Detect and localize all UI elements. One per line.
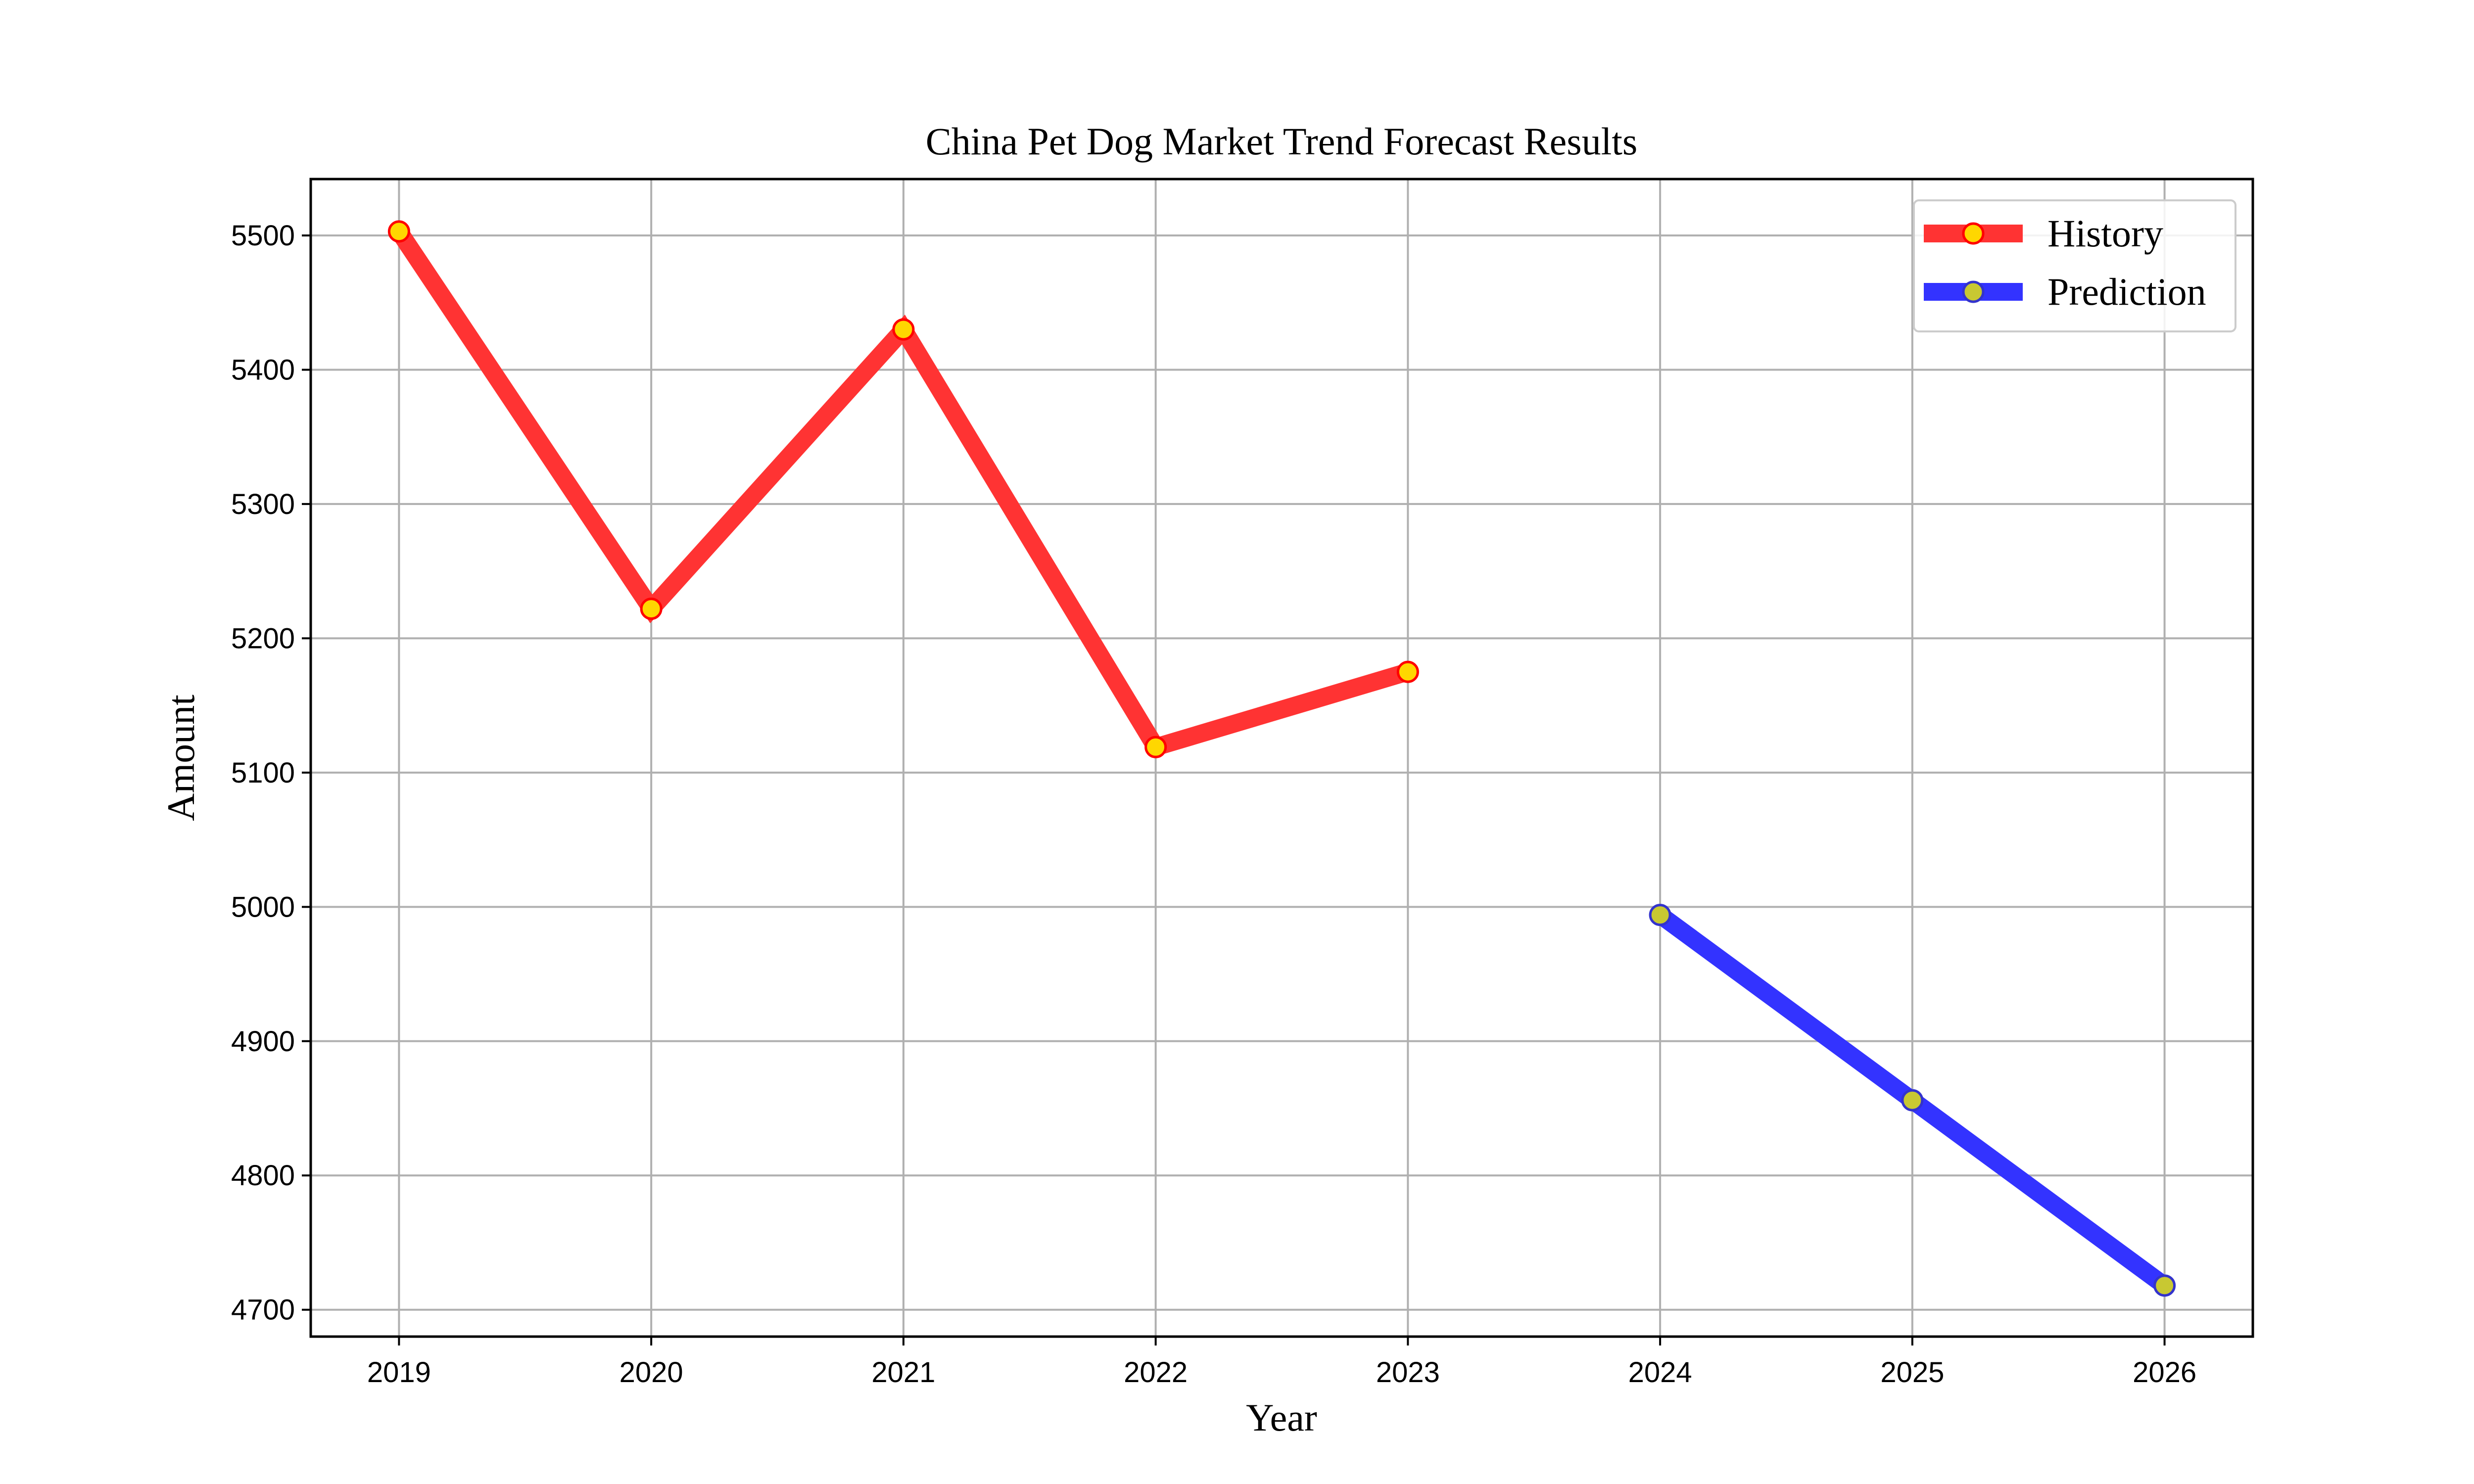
data-point-history xyxy=(892,318,915,341)
data-point-history xyxy=(640,598,663,620)
data-point-history xyxy=(1396,660,1419,683)
y-tick-label: 5100 xyxy=(231,757,295,789)
chart-title: China Pet Dog Market Trend Forecast Resu… xyxy=(926,120,1638,163)
series-prediction xyxy=(1649,904,2176,1297)
x-tick-label: 2024 xyxy=(1628,1356,1692,1389)
gridlines xyxy=(311,179,2253,1337)
data-point-history xyxy=(1144,736,1167,758)
data-point-prediction xyxy=(1649,904,1671,927)
legend: History Prediction xyxy=(1913,199,2236,332)
y-tick-label: 5300 xyxy=(231,488,295,520)
x-axis-label: Year xyxy=(1246,1396,1317,1439)
x-tick-label: 2023 xyxy=(1376,1356,1440,1389)
axis-ticks: 2019 2020 2021 2022 2023 2024 2025 2026 4700 4800… xyxy=(231,220,2196,1389)
x-tick-label: 2025 xyxy=(1880,1356,1944,1389)
legend-entry-prediction: Prediction xyxy=(1924,270,2206,313)
data-point-prediction xyxy=(1901,1089,1924,1112)
y-tick-label: 4900 xyxy=(231,1025,295,1058)
y-tick-label: 5400 xyxy=(231,354,295,386)
y-axis-label: Amount xyxy=(159,695,202,821)
legend-history-marker xyxy=(1962,222,1985,245)
y-tick-label: 4700 xyxy=(231,1294,295,1326)
legend-prediction-label: Prediction xyxy=(2047,270,2206,313)
x-tick-label: 2021 xyxy=(871,1356,935,1389)
y-tick-label: 4800 xyxy=(231,1159,295,1192)
x-tick-label: 2020 xyxy=(619,1356,683,1389)
series-history xyxy=(387,220,1419,758)
series-layer xyxy=(387,220,2176,1297)
plot-frame xyxy=(309,178,2254,1338)
x-tick-label: 2026 xyxy=(2133,1356,2196,1389)
legend-history-label: History xyxy=(2047,212,2163,255)
x-tick-label: 2019 xyxy=(367,1356,431,1389)
data-point-history xyxy=(387,220,410,243)
y-tick-label: 5500 xyxy=(231,220,295,252)
x-tick-label: 2022 xyxy=(1124,1356,1188,1389)
legend-entry-history: History xyxy=(1924,212,2163,255)
data-point-prediction xyxy=(2153,1274,2176,1297)
y-tick-label: 5200 xyxy=(231,622,295,654)
y-tick-label: 5000 xyxy=(231,891,295,923)
legend-prediction-marker xyxy=(1962,280,1985,303)
